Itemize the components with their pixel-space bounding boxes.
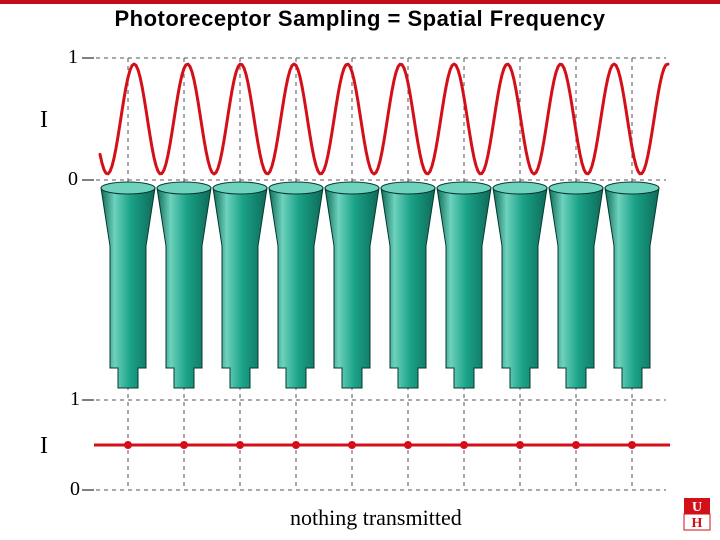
receptor-4 <box>325 188 379 388</box>
diagram-svg <box>0 0 720 540</box>
receptor-7 <box>493 188 547 388</box>
receptor-1 <box>157 188 211 388</box>
receptor-2 <box>213 188 267 388</box>
uh-logo: U H <box>682 496 712 532</box>
receptor-5 <box>381 188 435 388</box>
receptor-8 <box>549 188 603 388</box>
receptor-9 <box>605 188 659 388</box>
receptor-6 <box>437 188 491 388</box>
receptor-3 <box>269 188 323 388</box>
svg-text:U: U <box>692 500 702 515</box>
svg-text:H: H <box>692 516 703 531</box>
receptor-0 <box>101 188 155 388</box>
